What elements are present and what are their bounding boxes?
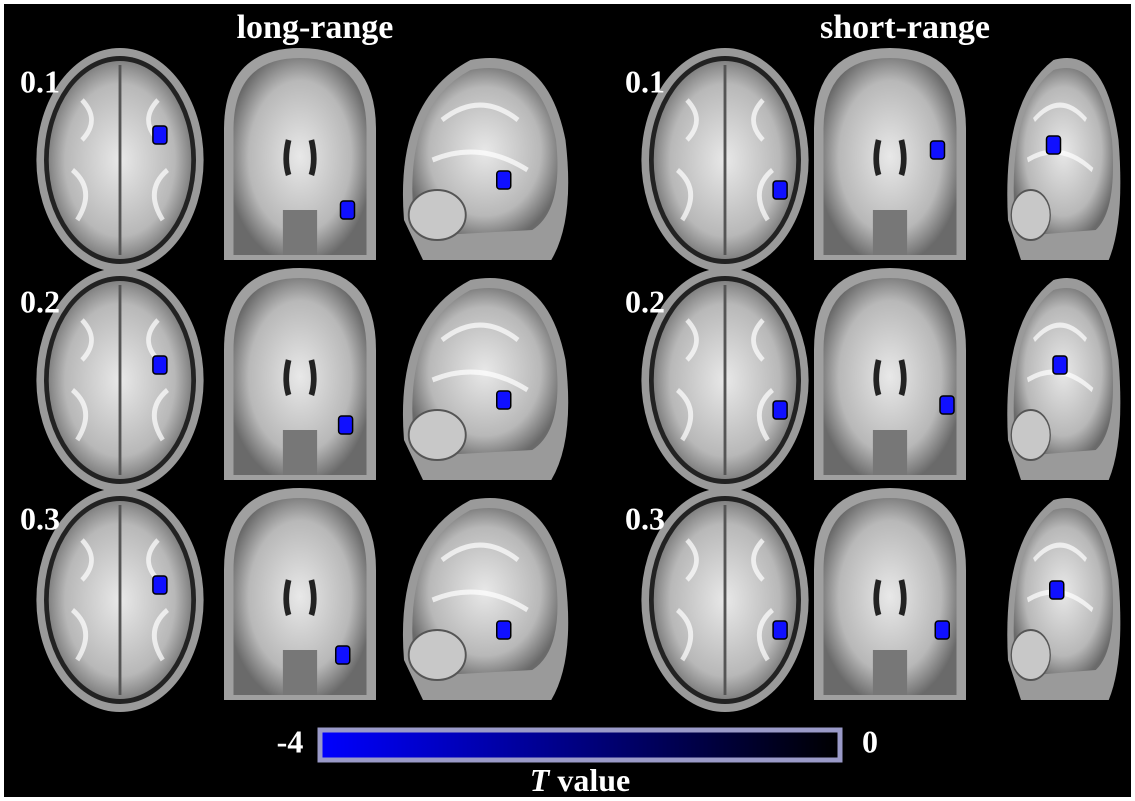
colorbar-title-text: value [557, 762, 630, 798]
activation-cluster [935, 621, 949, 639]
activation-cluster [773, 621, 787, 639]
column-title: short-range [820, 9, 990, 46]
activation-cluster [931, 141, 945, 159]
activation-cluster [773, 401, 787, 419]
colorbar-max: 0 [862, 723, 878, 759]
axial-slice [36, 268, 203, 492]
activation-cluster [153, 126, 167, 144]
coronal-slice [224, 268, 376, 480]
activation-cluster [940, 396, 954, 414]
axial-slice [36, 488, 203, 712]
activation-cluster [497, 391, 511, 409]
activation-cluster [1050, 581, 1064, 599]
axial-slice [641, 48, 808, 272]
activation-cluster [773, 181, 787, 199]
activation-cluster [336, 646, 350, 664]
activation-cluster [1053, 356, 1067, 374]
activation-cluster [497, 621, 511, 639]
colorbar-min: -4 [277, 723, 304, 759]
row-label: 0.3 [20, 500, 60, 536]
activation-cluster [153, 576, 167, 594]
coronal-slice [814, 268, 966, 480]
axial-slice [36, 48, 203, 272]
coronal-slice [224, 48, 376, 260]
colorbar [320, 730, 840, 760]
row-label: 0.3 [625, 500, 665, 536]
figure: long-range0.10.20.3short-range0.10.20.3 … [0, 0, 1135, 801]
row-label: 0.1 [625, 63, 665, 99]
coronal-slice [224, 488, 376, 700]
row-label: 0.1 [20, 63, 60, 99]
activation-cluster [341, 201, 355, 219]
coronal-slice [814, 488, 966, 700]
axial-slice [641, 488, 808, 712]
colorbar-symbol: T [530, 762, 551, 798]
colorbar-title: T value [530, 762, 630, 798]
column-title: long-range [237, 9, 394, 46]
row-label: 0.2 [20, 283, 60, 319]
activation-cluster [1047, 136, 1061, 154]
page: long-range0.10.20.3short-range0.10.20.3 … [0, 0, 1135, 801]
activation-cluster [153, 356, 167, 374]
row-label: 0.2 [625, 283, 665, 319]
axial-slice [641, 268, 808, 492]
activation-cluster [497, 171, 511, 189]
activation-cluster [339, 416, 353, 434]
